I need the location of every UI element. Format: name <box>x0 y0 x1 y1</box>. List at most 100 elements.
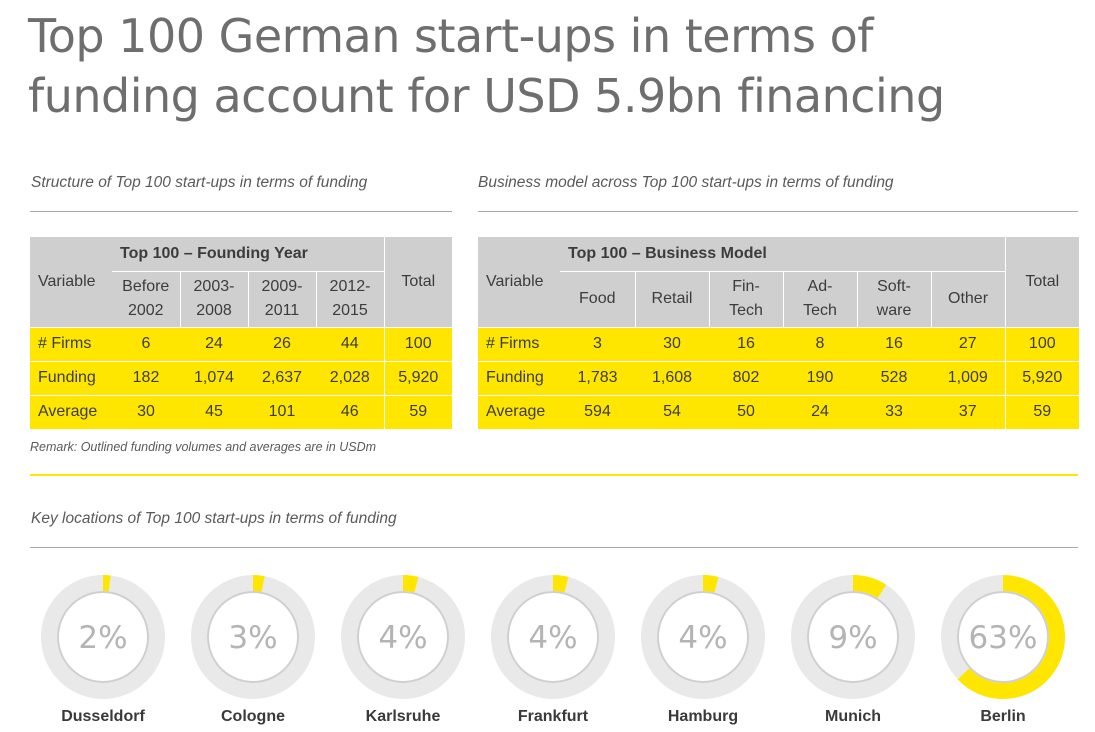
business-model-rule <box>478 211 1078 212</box>
table-cell: 182 <box>112 360 180 395</box>
row-label: # Firms <box>478 326 560 361</box>
row-total: 5,920 <box>1004 360 1080 395</box>
column-header: Before 2002 <box>112 271 181 327</box>
donut-segment <box>191 575 315 699</box>
table-row: Funding 182 1,074 2,637 2,028 5,920 <box>30 360 453 395</box>
table-cell: 3 <box>560 326 635 361</box>
column-header-line: Fin- <box>732 278 760 295</box>
row-label: # Firms <box>30 326 112 361</box>
location-donut: 3% Cologne <box>191 575 315 725</box>
table-cell: 26 <box>248 326 316 361</box>
variable-header: Variable <box>478 237 560 327</box>
section-divider <box>30 474 1078 476</box>
city-label: Munich <box>825 708 881 725</box>
table-cell: 6 <box>112 326 180 361</box>
donut-value-label: 4% <box>678 620 727 656</box>
column-header: Soft-ware <box>857 271 932 327</box>
founding-year-group-header: Top 100 – Founding Year <box>112 237 385 272</box>
row-label: Average <box>478 394 560 429</box>
column-header-line: Tech <box>803 302 837 319</box>
table-cell: 802 <box>709 360 783 395</box>
donut-value-label: 4% <box>528 620 577 656</box>
founding-year-table: Variable Top 100 – Founding Year Total B… <box>30 237 453 429</box>
city-label: Frankfurt <box>518 708 589 725</box>
location-donut: 63% Berlin <box>941 575 1065 725</box>
table-cell: 24 <box>783 394 857 429</box>
table-row: Average 594 54 50 24 33 37 59 <box>478 394 1080 429</box>
title-line-1: Top 100 German start-ups in terms of <box>28 9 873 63</box>
row-total: 59 <box>1004 394 1080 429</box>
locations-caption: Key locations of Top 100 start-ups in te… <box>31 510 397 527</box>
column-header: Other <box>931 271 1006 327</box>
donut-segment <box>341 575 465 699</box>
table-cell: 37 <box>931 394 1006 429</box>
total-header: Total <box>1004 237 1080 327</box>
location-donut: 4% Frankfurt <box>491 575 615 725</box>
business-model-group-header: Top 100 – Business Model <box>560 237 1006 272</box>
donut-value-label: 63% <box>969 620 1038 656</box>
donut-segment <box>941 575 1065 699</box>
table-cell: 33 <box>857 394 931 429</box>
row-total: 59 <box>383 394 453 429</box>
table-cell: 1,783 <box>560 360 635 395</box>
table-cell: 2,637 <box>248 360 316 395</box>
table-cell: 54 <box>635 394 709 429</box>
donut-value-label: 4% <box>378 620 427 656</box>
row-label: Average <box>30 394 112 429</box>
column-header-line: 2009- <box>261 278 303 295</box>
column-header-line: 2012- <box>329 278 371 295</box>
row-total: 100 <box>383 326 453 361</box>
column-header-line: Food <box>579 290 616 307</box>
donut-value-label: 9% <box>828 620 877 656</box>
donut-value-label: 2% <box>78 620 127 656</box>
table-cell: 8 <box>783 326 857 361</box>
total-header: Total <box>383 237 453 327</box>
table-cell: 1,608 <box>635 360 709 395</box>
table-row: Funding 1,783 1,608 802 190 528 1,009 5,920 <box>478 360 1080 395</box>
column-header-line: Ad- <box>807 278 833 295</box>
table-cell: 45 <box>180 394 248 429</box>
page-title: Top 100 German start-ups in terms of fun… <box>28 6 1078 126</box>
table-cell: 101 <box>248 394 316 429</box>
table-cell: 1,074 <box>180 360 248 395</box>
column-header-line: Soft- <box>877 278 911 295</box>
city-label: Berlin <box>980 708 1025 725</box>
donut-segment <box>41 575 165 699</box>
column-header: 2009- 2011 <box>248 271 317 327</box>
table-cell: 2,028 <box>316 360 385 395</box>
table-cell: 528 <box>857 360 931 395</box>
column-header-line: 2011 <box>264 302 300 319</box>
table-row: # Firms 6 24 26 44 100 <box>30 326 453 361</box>
donut-inner-ring <box>957 591 1049 683</box>
column-header: Food <box>560 271 636 327</box>
location-donut: 2% Dusseldorf <box>41 575 165 725</box>
location-donut: 4% Karlsruhe <box>341 575 465 725</box>
founding-year-rule <box>30 211 452 212</box>
remark-text: Remark: Outlined funding volumes and ave… <box>30 440 377 454</box>
donut-inner-ring <box>507 591 599 683</box>
column-header-line: 2015 <box>332 302 368 319</box>
row-label: Funding <box>30 360 112 395</box>
column-header: Retail <box>635 271 710 327</box>
table-cell: 44 <box>316 326 385 361</box>
table-cell: 27 <box>931 326 1006 361</box>
business-model-table: Variable Top 100 – Business Model Total … <box>478 237 1080 429</box>
column-header-line: ware <box>876 302 912 319</box>
locations-donut-chart: 2% Dusseldorf 3% Cologne 4% Karlsruhe 4% Frankf… <box>41 575 1065 725</box>
title-line-2: funding account for USD 5.9bn financing <box>28 69 945 123</box>
location-donut: 9% Munich <box>791 575 915 725</box>
donut-segment <box>791 575 915 699</box>
column-header-line: Before <box>122 278 170 295</box>
table-row: Average 30 45 101 46 59 <box>30 394 453 429</box>
location-donut: 4% Hamburg <box>641 575 765 725</box>
table-cell: 190 <box>783 360 857 395</box>
donut-inner-ring <box>657 591 749 683</box>
donut-inner-ring <box>807 591 899 683</box>
column-header: Ad- Tech <box>783 271 858 327</box>
founding-year-caption: Structure of Top 100 start-ups in terms … <box>31 174 368 191</box>
column-header: 2003- 2008 <box>180 271 249 327</box>
column-header: 2012- 2015 <box>316 271 385 327</box>
table-cell: 50 <box>709 394 783 429</box>
row-total: 5,920 <box>383 360 453 395</box>
table-cell: 46 <box>316 394 385 429</box>
